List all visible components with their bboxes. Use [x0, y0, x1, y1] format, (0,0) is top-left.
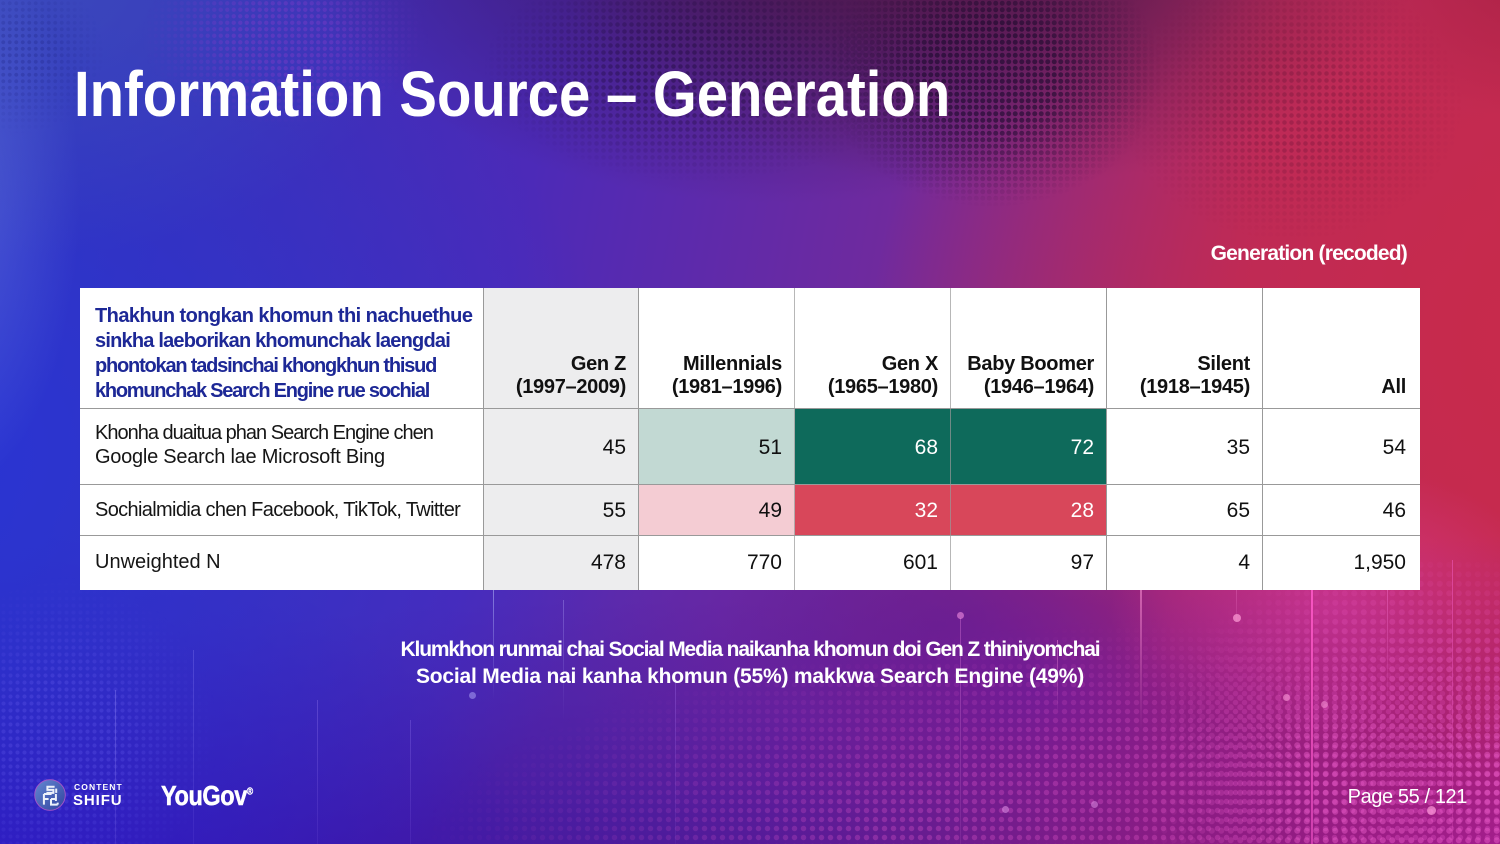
svg-text:SHIFU: SHIFU — [73, 792, 123, 809]
svg-text:CONTENT: CONTENT — [74, 782, 123, 792]
